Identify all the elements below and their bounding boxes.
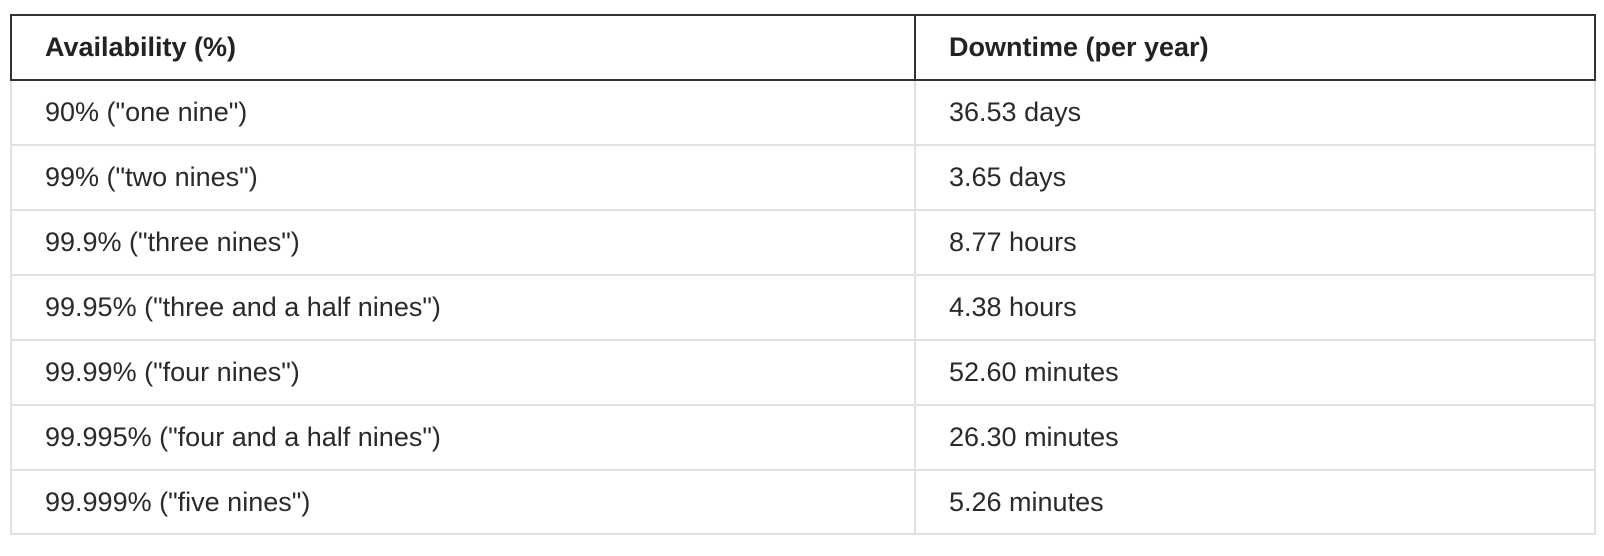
availability-cell: 99.9% ("three nines") [10,209,916,276]
availability-cell: 99.995% ("four and a half nines") [10,404,916,471]
table-row: 99.95% ("three and a half nines") 4.38 h… [10,274,1596,341]
table-row: 99% ("two nines") 3.65 days [10,144,1596,211]
availability-cell: 99.999% ("five nines") [10,469,916,535]
table-row: 99.999% ("five nines") 5.26 minutes [10,469,1596,535]
table-row: 99.9% ("three nines") 8.77 hours [10,209,1596,276]
downtime-cell: 4.38 hours [914,274,1596,341]
table-row: 90% ("one nine") 36.53 days [10,79,1596,146]
downtime-cell: 26.30 minutes [914,404,1596,471]
downtime-cell: 8.77 hours [914,209,1596,276]
header-availability: Availability (%) [10,14,916,81]
availability-cell: 99.95% ("three and a half nines") [10,274,916,341]
table-header-row: Availability (%) Downtime (per year) [10,14,1596,81]
availability-cell: 99.99% ("four nines") [10,339,916,406]
downtime-cell: 5.26 minutes [914,469,1596,535]
downtime-cell: 3.65 days [914,144,1596,211]
downtime-cell: 36.53 days [914,79,1596,146]
availability-cell: 90% ("one nine") [10,79,916,146]
table-row: 99.99% ("four nines") 52.60 minutes [10,339,1596,406]
availability-cell: 99% ("two nines") [10,144,916,211]
table-row: 99.995% ("four and a half nines") 26.30 … [10,404,1596,471]
availability-table: Availability (%) Downtime (per year) 90%… [10,14,1596,535]
downtime-cell: 52.60 minutes [914,339,1596,406]
availability-table-container: Availability (%) Downtime (per year) 90%… [10,14,1596,535]
header-downtime: Downtime (per year) [914,14,1596,81]
